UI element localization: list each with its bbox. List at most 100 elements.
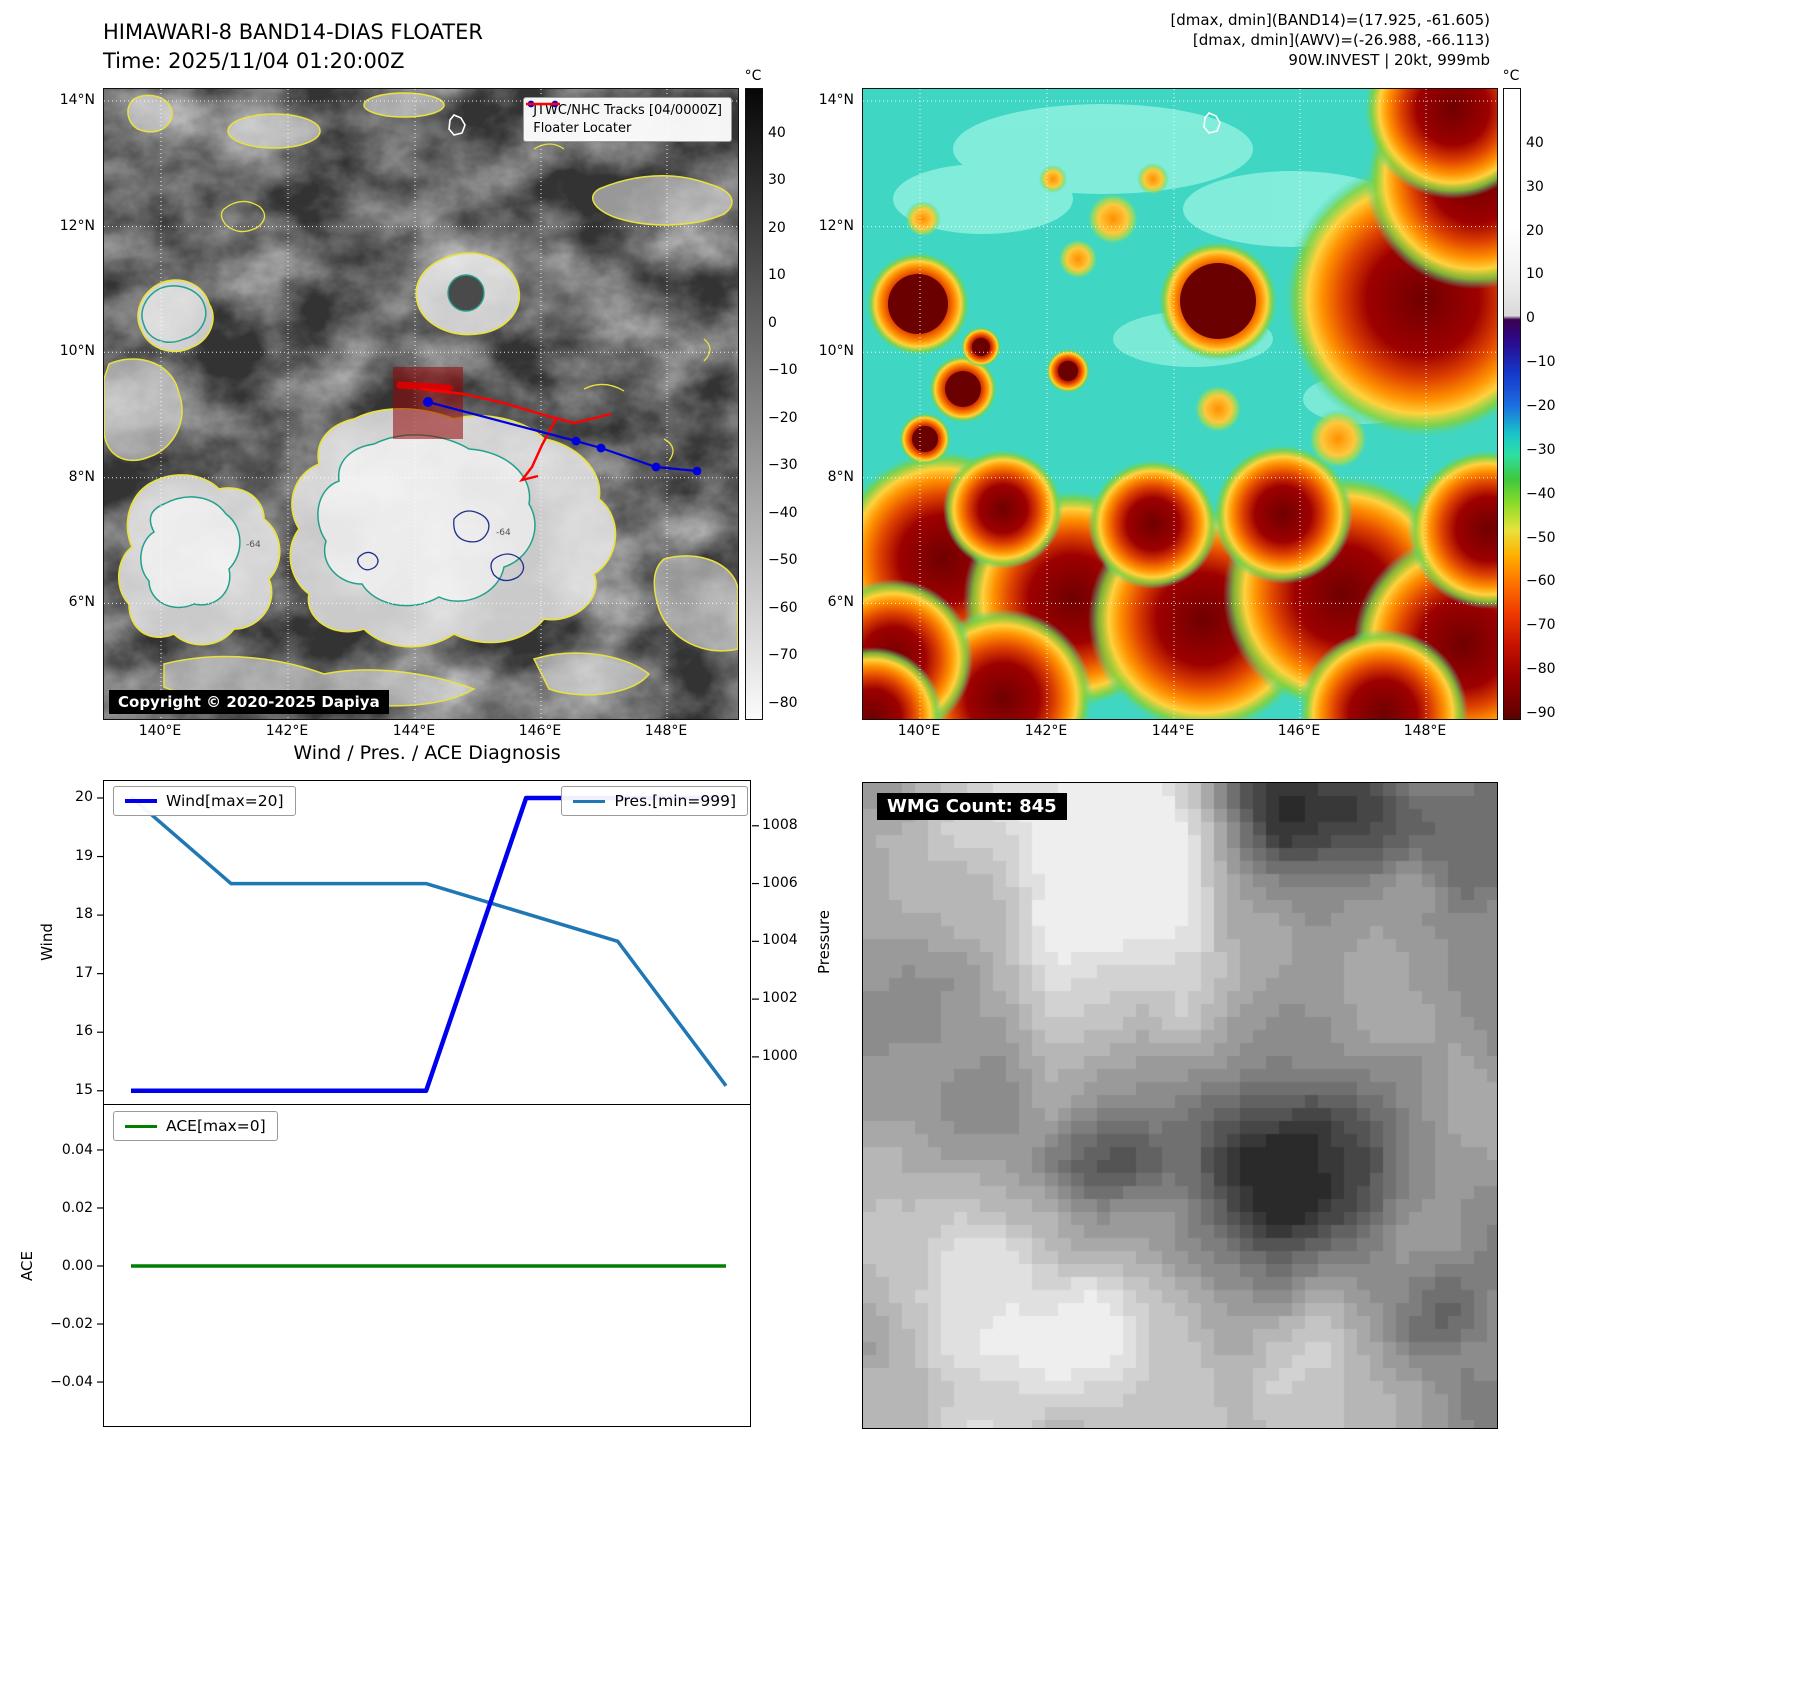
map-legend: JTWC/NHC Tracks [04/0000Z] Floater Locat… <box>523 97 732 142</box>
chart-canvas <box>97 795 759 1094</box>
band14-title: HIMAWARI-8 BAND14-DIAS FLOATER <box>103 20 483 44</box>
colorbar-tick-label: 40 <box>1526 134 1544 151</box>
svg-text:-64: -64 <box>496 528 511 538</box>
colorbar-tick-label: −50 <box>768 552 798 569</box>
map-axis-ticks <box>862 101 1426 720</box>
contour-value-labels: -64 -64 -54 <box>156 528 511 662</box>
map-legend-floater-row: Floater Locater <box>526 102 632 136</box>
lon-tick-label: 142°E <box>265 723 309 739</box>
diagnosis-title: Wind / Pres. / ACE Diagnosis <box>293 742 561 764</box>
lat-tick-label: 6°N <box>68 594 95 611</box>
lat-tick-label: 8°N <box>68 468 95 485</box>
y-tick-label: −0.04 <box>50 1374 93 1391</box>
series-wind-max-20- <box>131 795 726 1094</box>
svg-text:-54: -54 <box>156 652 171 662</box>
right-y-tick-label: 1000 <box>762 1047 798 1064</box>
colorbar-tick-label: 30 <box>768 172 786 189</box>
dmax-dmin-band14: [dmax, dmin](BAND14)=(17.925, -61.605) <box>1170 11 1490 29</box>
guam-island-outline <box>448 114 466 136</box>
wmg-count-label: WMG Count: 845 <box>877 793 1067 820</box>
lon-tick-label: 146°E <box>1277 723 1321 739</box>
lon-tick-label: 148°E <box>1403 723 1447 739</box>
awv-art <box>863 89 1497 719</box>
lon-tick-label: 144°E <box>392 723 436 739</box>
colorbar-tick-label: 30 <box>1526 178 1544 195</box>
right-y-tick-label: 1004 <box>762 932 798 949</box>
lon-tick-label: 140°E <box>138 723 182 739</box>
colorbar-tick-label: −80 <box>768 694 798 711</box>
right-y-tick-label: 1006 <box>762 874 798 891</box>
colorbar-tick-label: 10 <box>1526 266 1544 283</box>
jtwc-track-point <box>692 466 702 476</box>
dmax-dmin-awv: [dmax, dmin](AWV)=(-26.988, -66.113) <box>1192 31 1490 49</box>
map-legend-floater-label: Floater Locater <box>533 121 632 136</box>
lat-tick-label: 10°N <box>59 343 95 360</box>
lat-tick-label: 12°N <box>59 217 95 234</box>
colorbar-unit: °C <box>1502 68 1520 84</box>
colorbar-tick-label: −70 <box>1526 617 1556 634</box>
awv-header: [dmax, dmin](BAND14)=(17.925, -61.605) [… <box>1170 10 1490 70</box>
lon-tick-label: 142°E <box>1024 723 1068 739</box>
y-tick-label: 18 <box>75 906 93 923</box>
awv-colorbar <box>1503 88 1521 720</box>
floater-thick-segment <box>396 381 453 392</box>
map-gridlines <box>104 89 738 719</box>
y-tick-label: −0.02 <box>50 1316 93 1333</box>
y-tick-label: 17 <box>75 964 93 981</box>
floater-line-sample <box>526 102 561 106</box>
jtwc-track <box>427 400 698 473</box>
wmg-panel: WMG Count: 845 <box>862 782 1498 1429</box>
colorbar-tick-label: 40 <box>768 124 786 141</box>
colorbar-tick-label: −10 <box>768 362 798 379</box>
pressure-line-sample <box>573 799 606 803</box>
y-tick-label: 15 <box>75 1081 93 1098</box>
colorbar-tick-label: −30 <box>768 457 798 474</box>
floater-track-branch <box>518 418 558 483</box>
colorbar-tick-label: −40 <box>768 504 798 521</box>
lon-tick-label: 140°E <box>897 723 941 739</box>
pressure-axis-label: Pressure <box>815 909 833 975</box>
wind-legend: Wind[max=20] <box>113 786 296 816</box>
band14-colorbar <box>745 88 763 720</box>
colorbar-unit: °C <box>744 68 762 84</box>
lat-tick-label: 6°N <box>827 594 854 611</box>
map-axis-ticks <box>103 101 667 720</box>
pressure-legend-label: Pres.[min=999] <box>614 792 736 810</box>
lat-tick-label: 10°N <box>818 343 854 360</box>
colorbar-tick-label: −20 <box>768 409 798 426</box>
series-pres-min-999- <box>129 795 728 1087</box>
colorbar-tick-label: −70 <box>768 647 798 664</box>
band14-overlay <box>104 89 738 719</box>
wmg-mosaic <box>863 783 1497 1428</box>
lat-tick-label: 14°N <box>59 92 95 108</box>
lat-tick-label: 12°N <box>818 217 854 234</box>
right-y-tick-label: 1002 <box>762 990 798 1007</box>
chart-canvas <box>97 1149 726 1383</box>
y-tick-label: 20 <box>75 788 93 805</box>
y-tick-label: 16 <box>75 1023 93 1040</box>
ace-line-sample <box>125 1124 157 1128</box>
colorbar-tick-label: −60 <box>768 599 798 616</box>
svg-text:-64: -64 <box>246 540 261 550</box>
colorbar-tick-label: 20 <box>768 219 786 236</box>
map-legend-track-label: JTWC/NHC Tracks [04/0000Z] <box>533 103 722 118</box>
colorbar-tick-label: −80 <box>1526 661 1556 678</box>
pressure-legend: Pres.[min=999] <box>561 786 748 816</box>
awv-hot-blobs <box>863 89 1497 719</box>
jtwc-track-point <box>571 436 581 446</box>
wind-line-sample <box>125 799 157 803</box>
colorbar-tick-label: −30 <box>1526 441 1556 458</box>
colorbar-tick-label: 0 <box>1526 310 1535 327</box>
colorbar-tick-label: 10 <box>768 267 786 284</box>
floater-track <box>420 387 612 425</box>
copyright-banner: Copyright © 2020-2025 Dapiya <box>109 690 389 714</box>
colorbar-tick-label: −10 <box>1526 354 1556 371</box>
y-tick-label: 0.04 <box>61 1141 93 1158</box>
colorbar-tick-label: 20 <box>1526 222 1544 239</box>
lat-tick-label: 8°N <box>827 468 854 485</box>
lat-tick-label: 14°N <box>818 92 854 108</box>
awv-overlay <box>863 89 1497 719</box>
wind-pressure-chart <box>97 780 759 1105</box>
lon-tick-label: 144°E <box>1151 723 1195 739</box>
invest-status: 90W.INVEST | 20kt, 999mb <box>1288 51 1490 69</box>
